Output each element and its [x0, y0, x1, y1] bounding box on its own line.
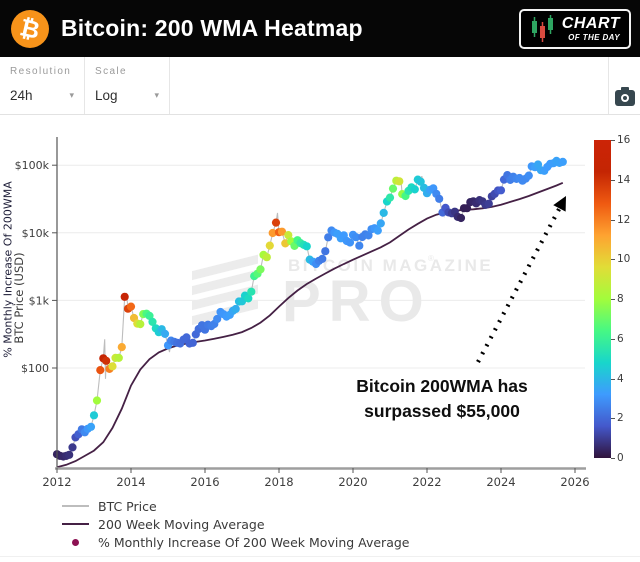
colorbar-tick-label: 10 — [617, 253, 631, 266]
annotation-line1: Bitcoin 200WMA has — [356, 376, 528, 396]
colorbar — [594, 140, 611, 458]
legend-item: % Monthly Increase Of 200 Week Moving Av… — [62, 533, 409, 551]
bitcoin-icon: ₿ — [11, 9, 49, 48]
svg-text:2022: 2022 — [412, 475, 441, 489]
resolution-label: Resolution — [10, 66, 72, 77]
svg-text:PRO: PRO — [282, 269, 432, 334]
resolution-dropdown[interactable]: Resolution 24h ▾ — [0, 57, 85, 114]
colorbar-tick-label: 4 — [617, 372, 624, 385]
svg-text:$100k: $100k — [15, 159, 50, 172]
chart-area: BITCOIN MAGAZINE ® PRO $100 $1k $10k $100k 2012… — [0, 115, 640, 490]
legend-label: 200 Week Moving Average — [98, 516, 265, 532]
legend-item: BTC Price — [62, 497, 409, 515]
svg-text:2016: 2016 — [190, 475, 219, 489]
svg-text:2012: 2012 — [42, 475, 71, 489]
chart-legend: BTC Price 200 Week Moving Average % Monthl… — [62, 497, 409, 551]
svg-text:2018: 2018 — [264, 475, 293, 489]
colorbar-tick-label: 14 — [617, 173, 631, 186]
divider — [0, 556, 640, 557]
colorbar-tick-mark — [611, 338, 615, 340]
colorbar-tick-label: 6 — [617, 332, 624, 345]
colorbar-tick-mark — [611, 299, 615, 300]
btc-200wma-heatmap-chart: BITCOIN MAGAZINE® PRO $100 $1k $10k $100k 2012… — [15, 137, 590, 489]
legend-label: BTC Price — [98, 498, 157, 514]
legend-dot-marker — [62, 538, 89, 546]
colorbar-tick-label: 12 — [617, 213, 631, 226]
candlestick-icon — [531, 15, 553, 42]
svg-text:2024: 2024 — [486, 475, 515, 489]
annotation-line2: surpassed $55,000 — [364, 401, 520, 422]
colorbar-tick-label: 2 — [617, 412, 624, 425]
gridlines — [57, 164, 585, 369]
scale-value: Log — [95, 88, 118, 103]
chart-of-the-day-badge: CHART OF THE DAY — [518, 9, 631, 49]
svg-text:BITCOIN MAGAZINE: BITCOIN MAGAZINE — [288, 256, 493, 275]
scale-dropdown[interactable]: Scale Log ▾ — [85, 57, 170, 114]
badge-line2: OF THE DAY — [568, 33, 620, 42]
colorbar-tick-mark — [611, 140, 615, 141]
annotation-callout: Bitcoin 200WMA has surpassed $55,000 — [320, 370, 564, 429]
svg-text:2020: 2020 — [338, 475, 367, 489]
colorbar-tick-mark — [611, 179, 615, 181]
annotation-arrowhead — [553, 196, 566, 212]
page-title: Bitcoin: 200 WMA Heatmap — [61, 15, 363, 41]
colorbar-tick-label: 8 — [617, 293, 624, 305]
legend-item: 200 Week Moving Average — [62, 515, 409, 533]
scatter-points — [52, 156, 567, 461]
svg-text:$10k: $10k — [22, 227, 50, 240]
axis-ticks-and-labels: $100 $1k $10k $100k 2012 2014 2016 2018 2020 2022… — [15, 159, 590, 489]
chevron-down-icon: ▾ — [69, 90, 74, 100]
annotation-arrow — [476, 207, 562, 363]
svg-text:$100: $100 — [21, 362, 49, 375]
resolution-value: 24h — [10, 88, 33, 103]
colorbar-tick-mark — [611, 259, 615, 261]
svg-text:$1k: $1k — [29, 294, 50, 307]
watermark: BITCOIN MAGAZINE® PRO — [192, 254, 493, 334]
svg-text:2014: 2014 — [116, 475, 145, 489]
camera-icon[interactable] — [614, 87, 635, 106]
svg-text:®: ® — [428, 254, 434, 263]
chevron-down-icon: ▾ — [154, 90, 159, 100]
legend-line-marker — [62, 523, 89, 525]
legend-line-marker — [62, 505, 89, 507]
legend-label: % Monthly Increase Of 200 Week Moving Av… — [98, 534, 410, 550]
header: ₿ Bitcoin: 200 WMA Heatmap CHART OF THE … — [0, 0, 640, 57]
colorbar-tick-label: 16 — [617, 134, 631, 146]
wma-200-line — [56, 181, 564, 469]
colorbar-tick-mark — [611, 418, 615, 420]
colorbar-tick-label: 0 — [617, 452, 624, 464]
scale-label: Scale — [95, 66, 128, 77]
svg-text:2026: 2026 — [560, 475, 589, 489]
colorbar-tick-mark — [611, 219, 615, 221]
toolbar: Resolution 24h ▾ Scale Log ▾ — [0, 57, 640, 115]
y-axis-label: BTC Price (USD) — [12, 252, 26, 344]
badge-line1: CHART — [561, 15, 620, 32]
colorbar-tick-mark — [611, 458, 615, 459]
colorbar-tick-mark — [611, 378, 615, 380]
